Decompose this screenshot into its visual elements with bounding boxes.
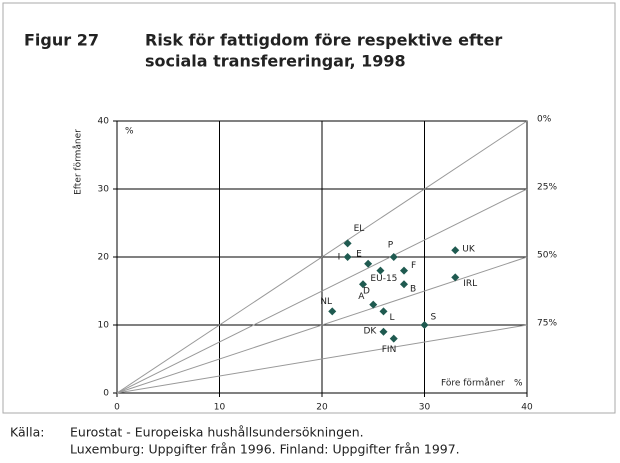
point [376,266,385,275]
point [420,321,429,329]
point [369,300,378,309]
reference-line [116,256,528,394]
reference-line [116,120,528,394]
x-axis-label: Före förmåner [441,378,505,389]
point-label: DK [364,326,378,336]
point-label: IRL [463,279,477,289]
point-label: FIN [382,345,397,355]
point [359,280,367,289]
point [400,266,408,275]
x-tick-label: 10 [214,403,226,413]
point-label: S [431,313,437,323]
point-label: L [390,313,395,323]
point [343,239,352,248]
point [389,334,398,343]
source-label: Källa: [10,425,44,440]
point-label: EL [354,224,365,234]
point [379,327,388,336]
frame [2,2,616,414]
point-label: F [411,261,416,271]
point-label: A [358,292,365,302]
point-label: NL [320,297,332,307]
point [451,273,460,282]
point [364,259,373,268]
point-label: B [410,285,416,295]
point [328,307,337,316]
point-label: P [388,241,394,251]
chart-title: Risk för fattigdom före respektive efter [145,31,502,50]
x-tick-label: 0 [114,403,120,413]
point-label: EU-15 [370,274,397,284]
reference-line [116,324,528,394]
point-label: D [363,287,370,297]
point-label: E [356,249,362,259]
point [389,253,398,261]
point-label: UK [462,245,476,255]
y-tick-label: 10 [98,321,110,331]
source: Luxemburg: Uppgifter från 1996. Finland:… [70,442,460,457]
source: Eurostat - Europeiska hushållsundersökni… [70,425,364,440]
point [343,253,352,261]
chart-title: sociala transfereringar, 1998 [145,52,406,71]
y-tick-label: 20 [98,253,110,263]
x-tick-label: 40 [521,403,533,413]
reference-label: 50% [537,251,557,261]
x-tick-label: 20 [316,403,328,413]
y-unit: % [125,127,134,137]
reference-label: 0% [537,115,552,125]
point-label: I [338,253,341,263]
x-tick-label: 30 [419,403,431,413]
point [451,246,460,255]
y-tick-label: 40 [98,117,110,127]
reference-label: 75% [537,319,557,329]
point [379,307,388,316]
figure-label: Figur 27 [24,31,99,50]
y-tick-label: 30 [98,185,110,195]
reference-label: 25% [537,183,557,193]
x-unit: % [514,379,523,389]
point [400,280,408,289]
y-tick-label: 0 [103,389,109,399]
reference-line [116,188,528,394]
y-axis-label: Efter förmåner [73,129,84,195]
